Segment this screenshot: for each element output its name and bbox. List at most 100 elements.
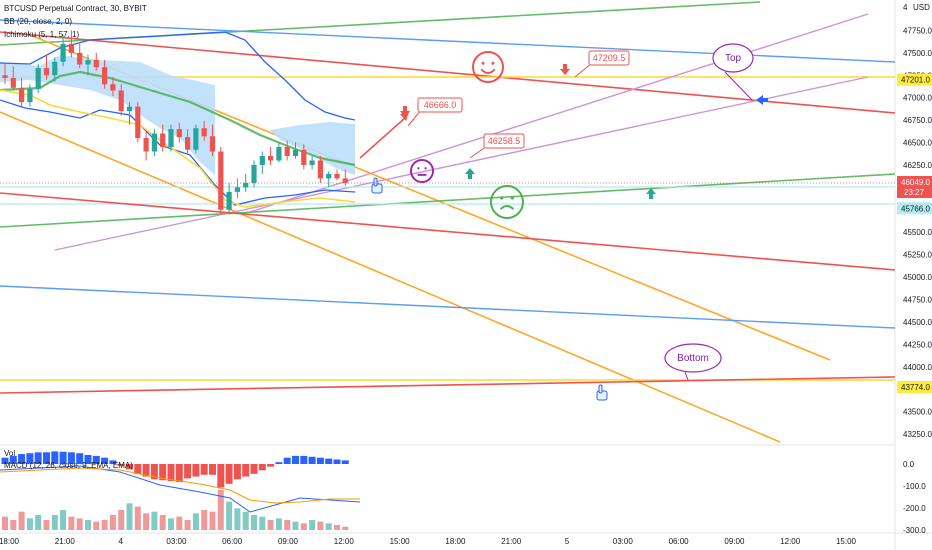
candle[interactable] bbox=[68, 30, 74, 58]
trendline-red-lower[interactable] bbox=[0, 192, 896, 271]
trendline-blue-lower[interactable] bbox=[0, 285, 896, 329]
candle[interactable] bbox=[218, 147, 224, 215]
candle[interactable] bbox=[243, 173, 249, 192]
candle[interactable] bbox=[160, 124, 166, 152]
bottom-balloon[interactable]: Bottom bbox=[664, 343, 722, 381]
top-balloon[interactable]: Top bbox=[712, 43, 754, 101]
candle[interactable] bbox=[35, 63, 41, 94]
candle[interactable] bbox=[284, 140, 290, 161]
candle[interactable] bbox=[126, 102, 133, 125]
symbol-legend[interactable]: BTCUSD Perpetual Contract, 30, BYBIT bbox=[4, 4, 147, 13]
macd-histogram-bar bbox=[117, 464, 125, 466]
bb-indicator-legend[interactable]: BB (20, close, 2, 0) bbox=[4, 17, 73, 26]
candle[interactable] bbox=[185, 129, 191, 154]
candle[interactable] bbox=[309, 155, 315, 170]
candle-body bbox=[185, 137, 191, 150]
arrow-mark-left[interactable] bbox=[756, 95, 768, 105]
frowning-face-sticker[interactable] bbox=[490, 185, 524, 219]
time-tick-label: 06:00 bbox=[222, 537, 243, 546]
candle[interactable] bbox=[151, 129, 157, 156]
candle[interactable] bbox=[77, 43, 83, 69]
price-level-tag[interactable] bbox=[897, 202, 932, 215]
trendline-orange-lower[interactable] bbox=[0, 111, 781, 443]
candle[interactable] bbox=[2, 63, 8, 85]
face-mouth bbox=[499, 205, 515, 210]
arrow-mark-up[interactable] bbox=[646, 188, 656, 199]
balloon-tail bbox=[724, 71, 753, 101]
arrow-mark-down[interactable] bbox=[400, 106, 410, 117]
volume-bar bbox=[184, 520, 191, 530]
candle[interactable] bbox=[226, 182, 232, 215]
macd-indicator-legend[interactable]: MACD (12, 26, close, 9, EMA, EMA) bbox=[4, 461, 133, 470]
candle[interactable] bbox=[85, 54, 91, 76]
candle[interactable] bbox=[10, 66, 16, 91]
price-level-tag[interactable] bbox=[897, 381, 932, 394]
candle[interactable] bbox=[317, 155, 323, 183]
volume-bar bbox=[217, 490, 224, 530]
candle[interactable] bbox=[43, 54, 50, 80]
candle[interactable] bbox=[118, 84, 124, 116]
candle-body bbox=[118, 90, 124, 112]
volume-bar bbox=[284, 520, 291, 530]
face-outline bbox=[472, 51, 504, 83]
candle-body bbox=[259, 155, 265, 165]
pointing-hand-sticker[interactable] bbox=[596, 384, 608, 401]
candle[interactable] bbox=[143, 131, 149, 161]
candle[interactable] bbox=[135, 102, 141, 143]
candle[interactable] bbox=[102, 60, 108, 89]
candle[interactable] bbox=[209, 124, 216, 156]
candle-body bbox=[35, 68, 41, 89]
price-axis-top-label: 4 bbox=[903, 3, 908, 12]
candle[interactable] bbox=[251, 160, 257, 188]
trendline-red-upper[interactable] bbox=[0, 31, 896, 114]
pointing-hand-sticker[interactable] bbox=[371, 177, 383, 194]
arrow-mark-up[interactable] bbox=[465, 168, 475, 179]
volume-indicator-legend[interactable]: Vol bbox=[4, 449, 16, 458]
trendline-violet-upper[interactable] bbox=[249, 13, 869, 213]
candle[interactable] bbox=[292, 142, 299, 159]
candle-body bbox=[209, 136, 216, 152]
trendline-violet-lower[interactable] bbox=[54, 76, 869, 251]
smiley-sticker[interactable] bbox=[472, 51, 504, 83]
candle[interactable] bbox=[234, 178, 240, 199]
price-callout[interactable]: 46666.0 bbox=[407, 97, 463, 127]
price-tick-label: 45250.0 bbox=[903, 251, 932, 260]
candle[interactable] bbox=[168, 124, 174, 152]
candle[interactable] bbox=[176, 122, 182, 143]
macd-pane: 0.0 -100.0 -200.0 -300.0 bbox=[0, 451, 926, 535]
price-callout[interactable]: 47209.5 bbox=[574, 50, 630, 78]
candle[interactable] bbox=[52, 57, 58, 82]
candle[interactable] bbox=[19, 77, 25, 107]
ichimoku-indicator-legend[interactable]: Ichimoku (5, 1, 57, 1) bbox=[4, 30, 80, 39]
candle[interactable] bbox=[110, 77, 116, 96]
current-price-tag[interactable] bbox=[897, 175, 932, 198]
candle[interactable] bbox=[201, 121, 207, 141]
trendline-red-bottom[interactable] bbox=[0, 376, 896, 394]
arrow-mark-down[interactable] bbox=[560, 64, 570, 75]
candle[interactable] bbox=[334, 169, 340, 181]
candle[interactable] bbox=[259, 151, 265, 174]
volume-bar bbox=[309, 520, 316, 530]
candle[interactable] bbox=[276, 142, 282, 163]
candle[interactable] bbox=[301, 144, 307, 170]
price-callout[interactable]: 46258.5 bbox=[469, 133, 525, 159]
ichimoku-cloud-1 bbox=[0, 55, 215, 175]
candle[interactable] bbox=[27, 84, 33, 107]
volume-bar bbox=[325, 523, 332, 530]
neutral-face-sticker[interactable] bbox=[410, 159, 434, 183]
time-tick-label: 09:00 bbox=[724, 537, 745, 546]
candle-body bbox=[276, 147, 282, 161]
trendline-green-lower[interactable] bbox=[0, 173, 896, 228]
candle[interactable] bbox=[193, 124, 199, 154]
candle[interactable] bbox=[268, 147, 274, 165]
candle[interactable] bbox=[93, 52, 99, 71]
face-eye bbox=[510, 196, 514, 200]
candle[interactable] bbox=[60, 34, 66, 67]
red-arrow-line[interactable] bbox=[359, 117, 406, 159]
candle[interactable] bbox=[326, 171, 332, 188]
volume-bar bbox=[234, 508, 241, 530]
price-level-tag[interactable] bbox=[897, 73, 932, 86]
time-tick-label: 03:00 bbox=[166, 537, 187, 546]
